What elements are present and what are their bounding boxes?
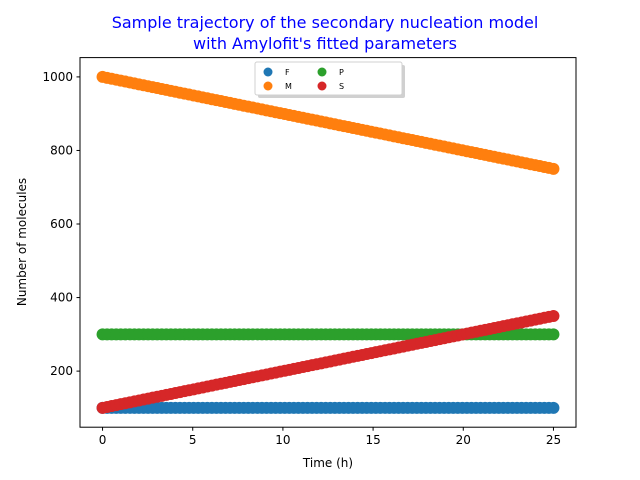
data-point-p	[547, 328, 560, 341]
x-tick-label: 20	[456, 433, 471, 447]
legend-marker-f	[263, 67, 273, 77]
chart-title-line-1: Sample trajectory of the secondary nucle…	[112, 13, 539, 32]
legend-label-f: F	[285, 68, 290, 77]
chart-title-line-2: with Amylofit's fitted parameters	[193, 34, 457, 53]
series-m	[96, 70, 560, 175]
x-tick-label: 0	[99, 433, 107, 447]
y-tick-label: 200	[50, 364, 73, 378]
x-tick-label: 5	[189, 433, 197, 447]
y-axis: 200 400 600 800 1000	[42, 70, 80, 378]
x-axis-label: Time (h)	[302, 456, 353, 470]
y-tick-label: 1000	[42, 70, 73, 84]
series-s	[96, 309, 560, 414]
y-tick-label: 600	[50, 217, 73, 231]
x-tick-label: 10	[275, 433, 290, 447]
y-axis-label: Number of molecules	[15, 178, 29, 306]
chart-title: Sample trajectory of the secondary nucle…	[112, 13, 539, 53]
plot-area-frame	[79, 57, 577, 428]
data-point-m	[547, 162, 560, 175]
legend-marker-m	[263, 81, 273, 91]
legend: FM PS	[254, 61, 405, 98]
x-axis: 0 5 10 15 20 25	[99, 427, 561, 447]
y-tick-label: 400	[50, 291, 73, 305]
data-points	[96, 70, 560, 414]
y-tick-label: 800	[50, 143, 73, 157]
data-point-s	[547, 309, 560, 322]
x-tick-label: 15	[365, 433, 380, 447]
x-tick-label: 25	[546, 433, 561, 447]
legend-box	[254, 61, 403, 96]
legend-marker-s	[317, 81, 327, 91]
legend-label-m: M	[285, 82, 292, 91]
legend-label-s: S	[339, 82, 344, 91]
legend-label-p: P	[339, 68, 344, 77]
series-f	[96, 401, 560, 414]
data-point-f	[547, 401, 560, 414]
legend-marker-p	[317, 67, 327, 77]
